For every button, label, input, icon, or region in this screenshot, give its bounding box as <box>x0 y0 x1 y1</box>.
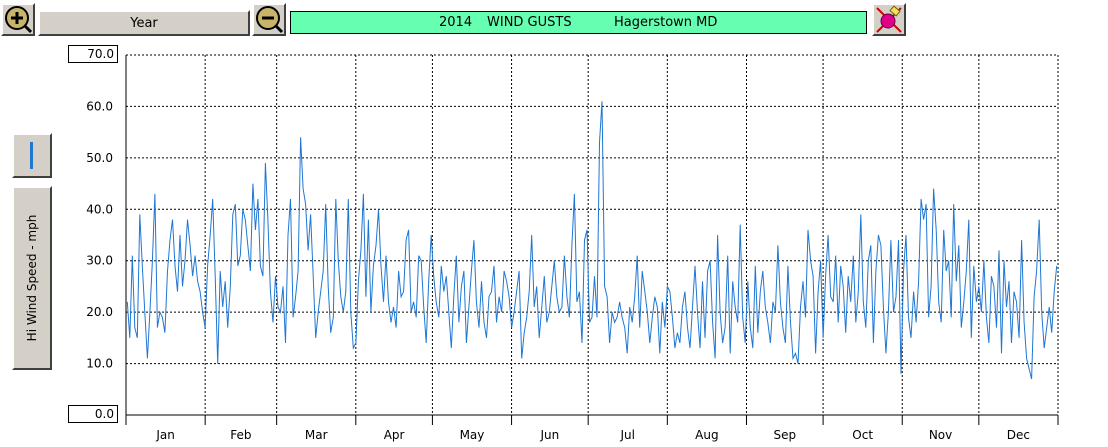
x-tick-label: Feb <box>230 428 251 442</box>
x-tick-label: Nov <box>929 428 952 442</box>
title-text: WIND GUSTS <box>487 15 572 30</box>
y-tick-label: 40.0 <box>86 202 113 216</box>
zoom-in-button[interactable] <box>1 3 35 36</box>
x-tick-label: Jun <box>539 428 559 442</box>
zoom-in-icon <box>5 6 33 34</box>
series-line <box>126 101 1058 380</box>
line-style-icon <box>30 142 33 169</box>
period-selector[interactable]: Year <box>38 10 250 36</box>
y-axis-label-button[interactable]: Hi Wind Speed - mph <box>12 186 52 370</box>
y-tick-label: 20.0 <box>86 305 113 319</box>
zoom-out-button[interactable] <box>252 3 286 36</box>
x-tick-label: Apr <box>384 428 405 442</box>
line-style-button[interactable] <box>12 133 52 178</box>
x-tick-label: Mar <box>305 428 328 442</box>
y-min-field[interactable]: 0.0 <box>68 405 118 423</box>
title-year: 2014 <box>439 15 473 30</box>
y-tick-label: 60.0 <box>86 99 113 113</box>
y-tick-label: 10.0 <box>86 357 113 371</box>
x-tick-label: May <box>460 428 485 442</box>
x-tick-label: Jul <box>620 428 635 442</box>
x-tick-label: Dec <box>1007 428 1030 442</box>
chart-title: 2014 WIND GUSTS Hagerstown MD <box>290 11 867 34</box>
x-tick-label: Jan <box>155 428 175 442</box>
x-tick-label: Sep <box>773 428 796 442</box>
y-tick-label: 50.0 <box>86 151 113 165</box>
clear-tool-button[interactable] <box>872 3 906 36</box>
zoom-out-icon <box>256 6 284 34</box>
y-tick-label: 30.0 <box>86 254 113 268</box>
x-tick-label: Oct <box>852 428 873 442</box>
x-tick-label: Aug <box>695 428 718 442</box>
pin-eraser-icon <box>876 5 902 33</box>
y-max-field[interactable]: 70.0 <box>68 45 118 63</box>
title-location: Hagerstown MD <box>614 15 718 30</box>
